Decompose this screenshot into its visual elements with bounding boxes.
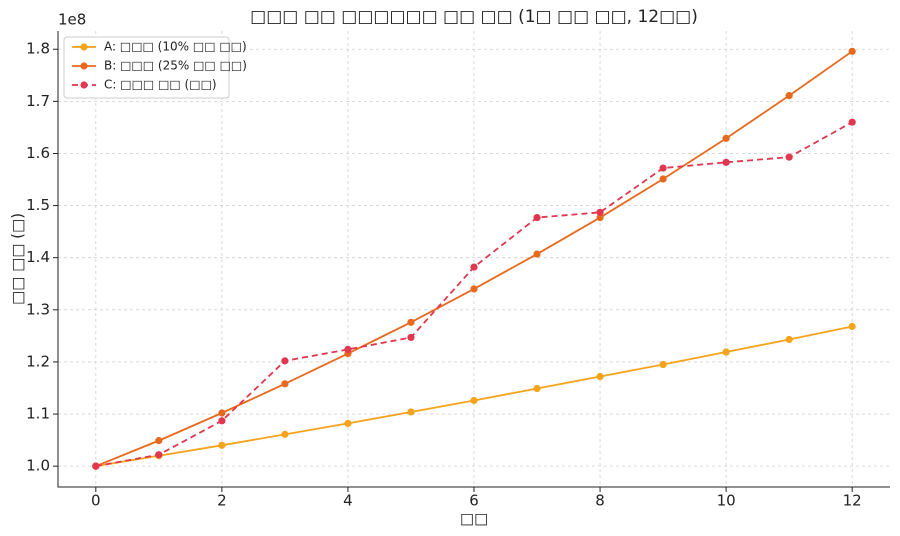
x-axis-label: □□ <box>460 510 488 528</box>
data-point <box>659 360 667 369</box>
data-point <box>596 208 604 216</box>
legend-marker <box>80 43 88 51</box>
data-point <box>722 134 730 142</box>
x-tick-label: 12 <box>843 492 862 510</box>
y-offset-label: 1e8 <box>58 11 86 29</box>
data-point <box>92 462 100 470</box>
data-point <box>218 441 226 449</box>
data-point <box>281 357 289 365</box>
y-axis-label: □□ □□ (□) <box>9 213 27 305</box>
x-tick-label: 4 <box>343 492 353 510</box>
data-point <box>596 372 604 381</box>
data-point <box>155 451 163 459</box>
axes-frame <box>57 31 890 488</box>
data-point <box>659 175 667 183</box>
data-point <box>722 158 730 166</box>
data-point <box>281 380 289 388</box>
data-point <box>344 419 352 428</box>
data-point <box>155 437 163 445</box>
x-tick-label: 2 <box>217 492 227 510</box>
data-point <box>470 285 478 293</box>
x-tick-label: 6 <box>469 492 479 510</box>
y-tick-label: 1.0 <box>26 457 50 475</box>
data-point <box>281 430 289 438</box>
data-point <box>407 318 415 326</box>
data-point <box>596 213 604 222</box>
legend-marker <box>80 81 88 89</box>
data-point <box>848 118 856 126</box>
data-point <box>533 213 541 222</box>
y-tick-label: 1.1 <box>26 405 50 423</box>
data-point <box>533 384 541 393</box>
data-point <box>785 335 793 344</box>
data-point <box>533 250 541 258</box>
data-point <box>218 409 226 417</box>
data-point <box>848 322 856 331</box>
y-tick-label: 1.8 <box>26 40 50 58</box>
data-point <box>785 153 793 161</box>
legend-label: B: □□□ (25% □□ □□) <box>104 59 247 73</box>
y-tick-label: 1.3 <box>26 300 50 318</box>
y-tick-label: 1.4 <box>26 248 50 266</box>
legend-box <box>63 36 230 99</box>
legend-marker <box>80 62 88 70</box>
data-point <box>344 345 352 354</box>
y-tick-label: 1.6 <box>26 144 50 162</box>
data-point <box>722 348 730 356</box>
data-point <box>470 396 478 405</box>
legend-label: C: □□□ □□ (□□) <box>104 78 217 92</box>
legend-label: A: □□□ (10% □□ □□) <box>104 40 247 54</box>
data-point <box>785 92 793 100</box>
data-point <box>407 333 415 342</box>
series-line <box>95 121 853 468</box>
data-point <box>218 417 226 425</box>
x-tick-label: 8 <box>595 492 605 510</box>
data-point <box>470 263 478 271</box>
x-tick-label: 10 <box>717 492 736 510</box>
chart-title: □□□ □□ □□□□□□ □□ □□ (1□ □□ □□, 12□□) <box>250 7 698 27</box>
data-point <box>659 164 667 172</box>
y-tick-label: 1.7 <box>26 92 50 110</box>
y-tick-label: 1.2 <box>26 352 50 370</box>
x-tick-label: 0 <box>91 492 101 510</box>
data-point <box>407 408 415 416</box>
data-point <box>848 47 856 55</box>
y-tick-label: 1.5 <box>26 196 50 214</box>
